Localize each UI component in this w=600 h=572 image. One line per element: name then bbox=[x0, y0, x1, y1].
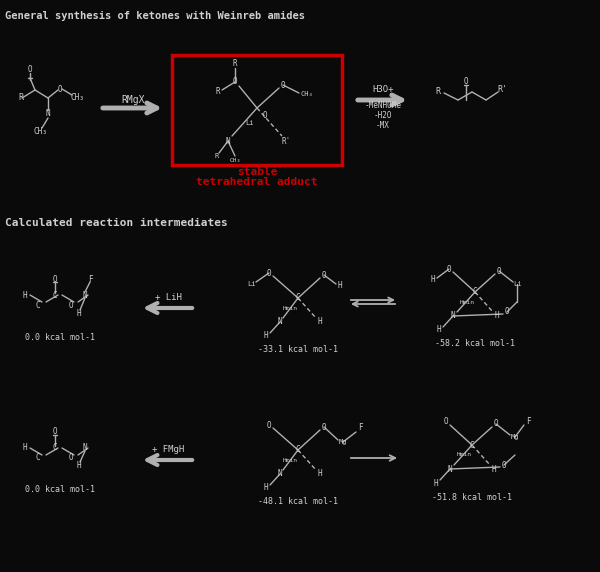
Text: O: O bbox=[281, 81, 286, 89]
Text: -51.8 kcal mol-1: -51.8 kcal mol-1 bbox=[432, 492, 512, 502]
Text: CH₃: CH₃ bbox=[70, 93, 84, 102]
Text: H: H bbox=[317, 317, 322, 327]
Text: N: N bbox=[448, 464, 452, 474]
Text: O: O bbox=[502, 460, 506, 470]
Text: O: O bbox=[322, 423, 326, 431]
Text: 0.0 kcal mol-1: 0.0 kcal mol-1 bbox=[25, 486, 95, 495]
Text: Hmin: Hmin bbox=[457, 452, 472, 458]
Text: Mg: Mg bbox=[339, 439, 347, 445]
Text: Hmin: Hmin bbox=[283, 305, 298, 311]
Text: Li: Li bbox=[513, 281, 521, 287]
Text: O: O bbox=[446, 264, 451, 273]
Text: H: H bbox=[263, 332, 268, 340]
Text: H: H bbox=[491, 464, 496, 474]
Text: H: H bbox=[317, 470, 322, 479]
Text: O: O bbox=[68, 300, 73, 309]
Text: H3O+: H3O+ bbox=[372, 85, 394, 94]
Text: O: O bbox=[494, 419, 499, 428]
Text: C: C bbox=[53, 291, 58, 300]
Text: Li: Li bbox=[245, 120, 253, 126]
Text: H: H bbox=[494, 312, 499, 320]
Text: C: C bbox=[35, 454, 40, 463]
Text: O: O bbox=[58, 85, 62, 93]
Text: N: N bbox=[226, 137, 230, 145]
Text: H: H bbox=[263, 483, 268, 492]
Text: O: O bbox=[233, 77, 238, 86]
Text: Mg: Mg bbox=[511, 434, 519, 440]
Text: O: O bbox=[505, 308, 509, 316]
Text: CH₃: CH₃ bbox=[301, 91, 313, 97]
Text: R': R' bbox=[281, 137, 290, 145]
Text: N: N bbox=[83, 443, 88, 452]
Text: C: C bbox=[296, 446, 301, 455]
Text: O: O bbox=[464, 77, 469, 86]
Text: General synthesis of ketones with Weinreb amides: General synthesis of ketones with Weinre… bbox=[5, 11, 305, 21]
Text: R: R bbox=[18, 93, 23, 101]
Text: -MX: -MX bbox=[376, 121, 390, 130]
Text: 0.0 kcal mol-1: 0.0 kcal mol-1 bbox=[25, 333, 95, 343]
Text: -MeNHOMe: -MeNHOMe bbox=[365, 101, 401, 109]
Text: Li: Li bbox=[247, 281, 255, 287]
Text: H: H bbox=[431, 276, 436, 284]
Text: + FMgH: + FMgH bbox=[152, 446, 184, 455]
Text: N: N bbox=[451, 312, 455, 320]
Text: Hmin: Hmin bbox=[460, 300, 475, 304]
Text: O: O bbox=[266, 420, 271, 430]
Text: H: H bbox=[437, 325, 442, 335]
Text: H: H bbox=[77, 462, 82, 471]
Text: -33.1 kcal mol-1: -33.1 kcal mol-1 bbox=[258, 345, 338, 355]
Text: O: O bbox=[443, 418, 448, 427]
Text: Calculated reaction intermediates: Calculated reaction intermediates bbox=[5, 218, 228, 228]
Text: R: R bbox=[233, 59, 238, 69]
Text: N: N bbox=[278, 317, 283, 327]
Text: CH₃: CH₃ bbox=[33, 128, 47, 137]
Text: O: O bbox=[53, 275, 58, 284]
Text: CH₃: CH₃ bbox=[229, 157, 241, 162]
Text: N: N bbox=[83, 291, 88, 300]
Text: O: O bbox=[497, 267, 502, 276]
Text: -H2O: -H2O bbox=[374, 112, 392, 121]
Text: F: F bbox=[358, 423, 362, 432]
Text: C: C bbox=[35, 300, 40, 309]
Text: + LiH: + LiH bbox=[155, 293, 181, 303]
Text: F: F bbox=[526, 416, 530, 426]
Text: tetrahedral adduct: tetrahedral adduct bbox=[196, 177, 318, 187]
Text: C: C bbox=[470, 440, 475, 450]
Text: H: H bbox=[23, 443, 28, 452]
Text: -58.2 kcal mol-1: -58.2 kcal mol-1 bbox=[435, 340, 515, 348]
Text: O: O bbox=[68, 454, 73, 463]
Text: RMgX: RMgX bbox=[121, 95, 145, 105]
Text: R': R' bbox=[497, 85, 507, 94]
Text: Hmin: Hmin bbox=[283, 458, 298, 463]
Text: R: R bbox=[215, 86, 220, 96]
Text: O: O bbox=[53, 427, 58, 436]
Text: stable: stable bbox=[237, 167, 277, 177]
Text: C: C bbox=[53, 443, 58, 452]
Text: H: H bbox=[338, 281, 343, 291]
Text: R: R bbox=[215, 153, 219, 159]
Text: O: O bbox=[28, 66, 32, 74]
Text: N: N bbox=[46, 109, 50, 118]
Text: C: C bbox=[473, 288, 478, 296]
Text: -48.1 kcal mol-1: -48.1 kcal mol-1 bbox=[258, 498, 338, 506]
Text: O: O bbox=[266, 268, 271, 277]
Bar bbox=[172, 55, 342, 165]
Text: O: O bbox=[263, 112, 268, 121]
Text: R: R bbox=[436, 88, 440, 97]
Text: H: H bbox=[77, 309, 82, 319]
Text: H: H bbox=[434, 479, 439, 487]
Text: C: C bbox=[296, 293, 301, 303]
Text: H: H bbox=[23, 291, 28, 300]
Text: N: N bbox=[278, 470, 283, 479]
Text: F: F bbox=[88, 275, 92, 284]
Text: O: O bbox=[322, 271, 326, 280]
